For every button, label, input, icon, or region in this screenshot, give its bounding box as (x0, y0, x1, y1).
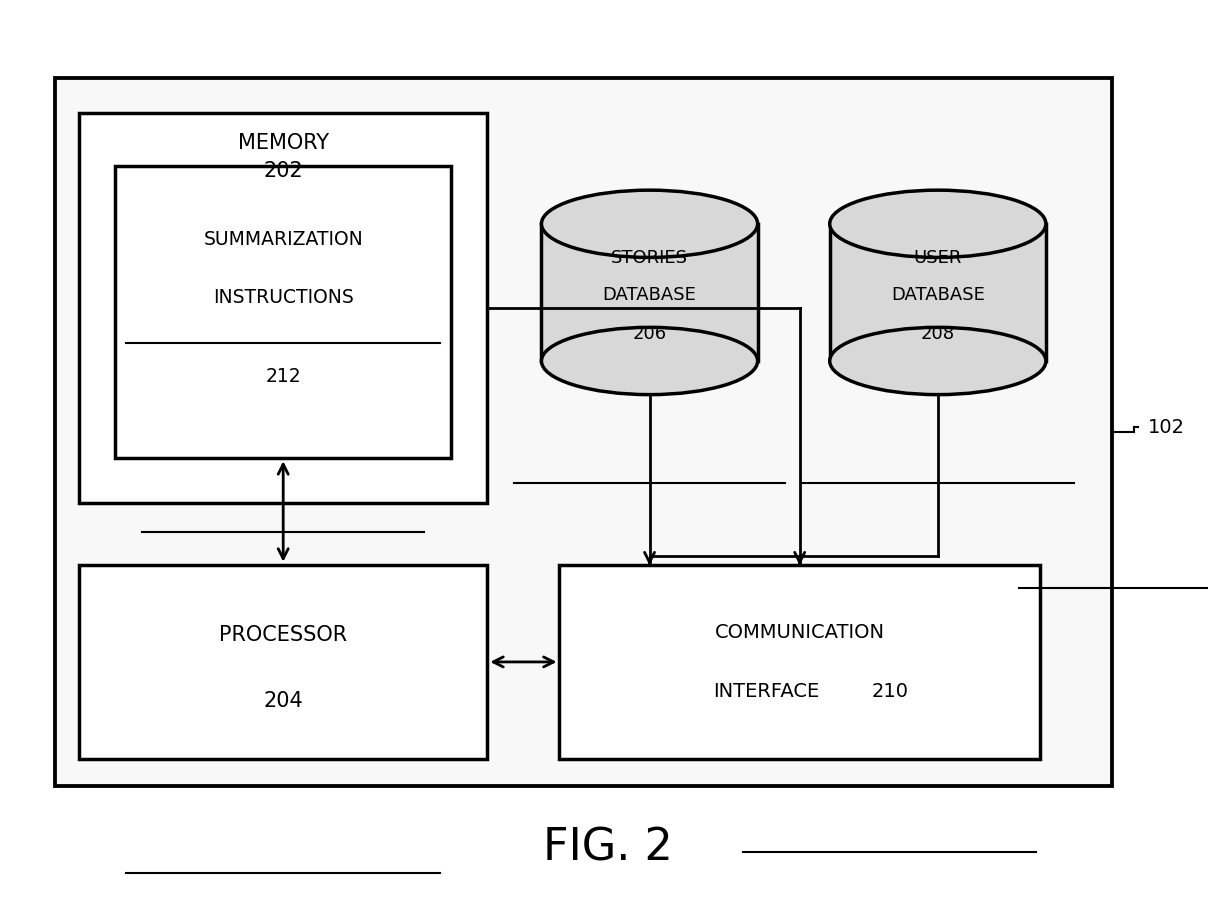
Text: 210: 210 (871, 681, 909, 700)
Text: STORIES: STORIES (611, 249, 688, 267)
Text: 212: 212 (265, 367, 301, 386)
FancyBboxPatch shape (79, 565, 487, 760)
Text: USER: USER (914, 249, 962, 267)
FancyBboxPatch shape (115, 166, 451, 458)
Ellipse shape (542, 191, 758, 257)
Text: 202: 202 (264, 161, 303, 181)
FancyBboxPatch shape (79, 113, 487, 503)
Text: 206: 206 (633, 325, 667, 343)
Text: PROCESSOR: PROCESSOR (219, 625, 347, 645)
Text: 102: 102 (1148, 418, 1185, 437)
FancyBboxPatch shape (559, 565, 1040, 760)
Ellipse shape (542, 327, 758, 395)
Text: FIG. 2: FIG. 2 (543, 826, 672, 869)
Text: DATABASE: DATABASE (603, 286, 696, 304)
Text: INSTRUCTIONS: INSTRUCTIONS (213, 289, 354, 307)
Ellipse shape (830, 327, 1046, 395)
Text: DATABASE: DATABASE (891, 286, 984, 304)
Text: SUMMARIZATION: SUMMARIZATION (203, 230, 363, 249)
Ellipse shape (830, 191, 1046, 257)
Text: INTERFACE: INTERFACE (713, 681, 819, 700)
Text: 208: 208 (921, 325, 955, 343)
FancyBboxPatch shape (542, 224, 758, 361)
Text: 204: 204 (264, 690, 303, 711)
FancyBboxPatch shape (830, 224, 1046, 361)
FancyBboxPatch shape (55, 77, 1112, 786)
Text: COMMUNICATION: COMMUNICATION (714, 623, 885, 642)
Text: MEMORY: MEMORY (238, 133, 329, 153)
